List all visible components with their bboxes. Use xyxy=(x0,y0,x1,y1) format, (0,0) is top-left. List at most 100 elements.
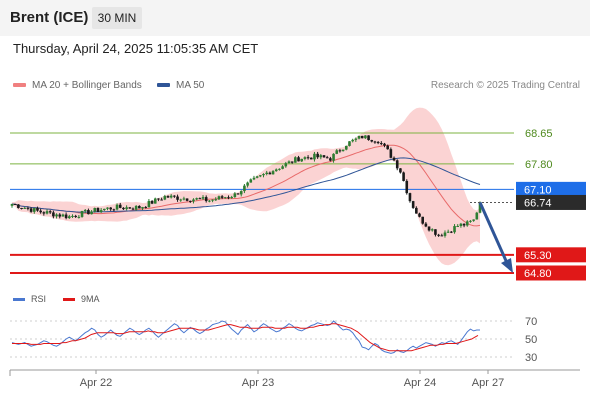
candle-body xyxy=(233,193,237,198)
candle-body xyxy=(386,145,389,150)
candle-body xyxy=(118,204,122,208)
candle-body xyxy=(106,207,109,209)
rsi-ma-swatch xyxy=(63,298,75,302)
candle-body xyxy=(411,201,415,208)
candle-body xyxy=(392,157,396,161)
candle-body xyxy=(341,149,345,152)
x-axis: Apr 22 Apr 23 Apr 24 Apr 27 xyxy=(9,369,580,389)
candle-body xyxy=(198,198,202,200)
candle-body xyxy=(224,197,227,199)
candle-body xyxy=(430,229,434,231)
candle-body xyxy=(236,193,240,195)
candle-body xyxy=(131,208,135,210)
candle-body xyxy=(246,182,249,186)
ma50-line xyxy=(11,157,481,213)
candle-body xyxy=(332,153,335,161)
interval-button[interactable]: 30 MIN xyxy=(92,7,142,29)
candle-body xyxy=(93,208,97,212)
candle-body xyxy=(109,207,112,210)
candle-body xyxy=(354,138,358,140)
candle-body xyxy=(418,213,421,217)
ma20-swatch xyxy=(13,83,26,88)
candle-body xyxy=(405,180,409,194)
candle-body xyxy=(450,231,453,233)
candle-body xyxy=(399,168,402,173)
candle-body xyxy=(68,216,71,219)
candle-body xyxy=(309,157,313,160)
last-price-label: 66.74 xyxy=(524,197,552,209)
candle-body xyxy=(42,212,46,214)
candle-body xyxy=(367,135,370,141)
candle-body xyxy=(249,179,253,183)
candle-body xyxy=(99,210,103,212)
candle-body xyxy=(173,195,176,197)
candle-body xyxy=(157,198,160,200)
candles xyxy=(10,135,482,238)
candle-body xyxy=(169,195,173,198)
candle-body xyxy=(322,155,326,158)
ma50-swatch xyxy=(157,83,170,88)
legend-ma50: MA 50 xyxy=(157,80,204,91)
candle-body xyxy=(17,204,20,208)
candle-body xyxy=(58,214,62,217)
candle-body xyxy=(303,157,307,159)
candle-body xyxy=(195,198,198,200)
candle-body xyxy=(415,207,418,214)
candle-body xyxy=(112,209,116,211)
last-price-tag xyxy=(516,194,586,210)
candle-body xyxy=(472,219,475,221)
candle-body xyxy=(360,135,364,139)
candle-body xyxy=(255,176,259,178)
candle-body xyxy=(469,220,472,222)
legend-ma20: MA 20 + Bollinger Bands xyxy=(13,80,142,91)
candle-body xyxy=(462,223,466,226)
bollinger-bands xyxy=(12,107,480,266)
candle-body xyxy=(220,196,224,198)
candle-body xyxy=(192,199,195,202)
candle-body xyxy=(389,149,393,158)
candle-body xyxy=(443,232,447,236)
forecast-arrowhead xyxy=(501,258,513,273)
candle-body xyxy=(402,172,405,181)
candle-body xyxy=(217,196,221,200)
candle-body xyxy=(373,141,377,143)
candle-body xyxy=(271,171,275,175)
candle-body xyxy=(71,215,74,217)
candle-body xyxy=(26,207,30,209)
rsi-ma-line xyxy=(12,323,479,352)
candle-body xyxy=(239,191,243,195)
candle-body xyxy=(227,197,230,199)
candle-body xyxy=(313,153,316,160)
level-tag-pivot xyxy=(516,181,586,197)
candle-body xyxy=(376,141,380,144)
candle-body xyxy=(478,202,482,213)
candle-body xyxy=(259,175,262,177)
candle-body xyxy=(160,199,163,201)
candle-body xyxy=(80,210,84,217)
candle-body xyxy=(45,211,49,214)
candle-body xyxy=(300,158,304,162)
candle-body xyxy=(147,200,151,208)
candle-body xyxy=(265,172,268,175)
candle-body xyxy=(243,185,246,192)
candle-body xyxy=(55,214,58,217)
candle-body xyxy=(144,207,148,209)
candle-body xyxy=(141,207,144,209)
candle-body xyxy=(29,208,33,212)
candle-body xyxy=(297,157,300,162)
candle-body xyxy=(446,231,450,233)
candle-body xyxy=(32,208,36,212)
candle-body xyxy=(284,163,288,167)
candle-body xyxy=(122,207,125,210)
candle-body xyxy=(325,157,329,159)
candle-body xyxy=(39,210,42,213)
level-tag-support xyxy=(516,265,586,281)
candle-body xyxy=(83,210,87,212)
level-label-resistance: 68.65 xyxy=(525,128,553,140)
candle-body xyxy=(395,160,399,169)
candle-body xyxy=(64,214,68,219)
level-lines xyxy=(10,132,514,274)
ma20-label: MA 20 + Bollinger Bands xyxy=(32,80,142,91)
candle-body xyxy=(453,226,456,233)
candle-body xyxy=(214,199,218,201)
